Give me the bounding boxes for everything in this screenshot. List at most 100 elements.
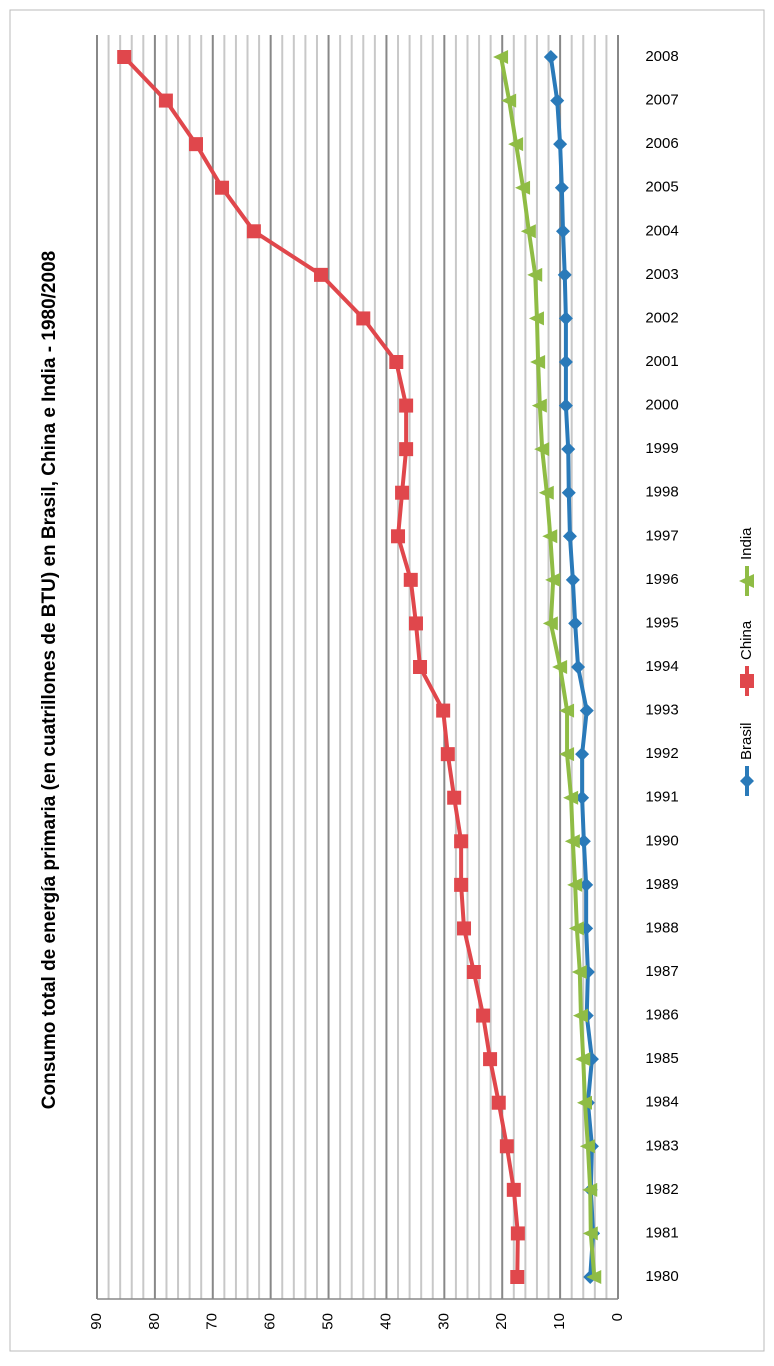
marker (579, 1139, 595, 1154)
marker (568, 921, 584, 936)
legend-label: India (738, 527, 755, 560)
marker (530, 355, 546, 369)
x-tick-label: 1982 (645, 1181, 678, 1198)
x-tick-label: 2004 (645, 222, 678, 239)
marker (554, 180, 569, 195)
x-tick-label: 2005 (645, 179, 678, 196)
y-tick-label: 50 (320, 1313, 337, 1330)
x-tick-label: 2001 (645, 353, 678, 370)
marker (391, 529, 406, 544)
x-tick-label: 1985 (645, 1050, 678, 1067)
x-tick-label: 1994 (645, 658, 678, 675)
marker (515, 180, 531, 195)
marker (491, 1095, 506, 1110)
legend-label: Brasil (738, 722, 755, 760)
marker (215, 180, 230, 195)
x-tick-label: 1986 (645, 1007, 678, 1024)
x-tick-label: 1997 (645, 527, 678, 544)
marker (575, 747, 590, 762)
x-tick-label: 1998 (645, 484, 678, 501)
marker (447, 790, 462, 805)
marker (534, 442, 550, 457)
x-tick-label: 1999 (645, 440, 678, 457)
x-tick-label: 1988 (645, 919, 678, 936)
marker (739, 574, 754, 588)
marker (586, 1270, 602, 1284)
marker (543, 50, 558, 64)
marker (571, 965, 587, 979)
marker (188, 137, 203, 152)
marker (575, 1052, 591, 1067)
marker (552, 660, 568, 674)
marker (579, 703, 594, 718)
x-tick-label: 2000 (645, 397, 678, 414)
marker (567, 877, 583, 892)
marker (576, 834, 591, 849)
marker (466, 965, 481, 979)
marker (158, 93, 173, 108)
marker (558, 311, 573, 326)
x-tick-label: 2007 (645, 92, 678, 109)
marker (314, 267, 329, 282)
marker (246, 224, 261, 239)
x-tick-label: 1991 (645, 789, 678, 806)
marker (476, 1008, 491, 1023)
x-tick-label: 1995 (645, 614, 678, 631)
y-tick-label: 40 (377, 1313, 394, 1330)
marker (531, 398, 547, 413)
marker (575, 790, 590, 805)
marker (565, 572, 580, 587)
x-tick-label: 1990 (645, 832, 678, 849)
rotated-plot: Consumo total de energía primaria (en cu… (39, 35, 755, 1330)
marker (510, 1226, 525, 1241)
x-tick-label: 2006 (645, 135, 678, 152)
y-tick-label: 60 (262, 1313, 279, 1330)
marker (454, 834, 469, 849)
marker (561, 485, 576, 500)
y-tick-label: 0 (609, 1313, 626, 1321)
x-tick-label: 2008 (645, 48, 678, 65)
marker (454, 877, 469, 892)
x-tick-label: 2002 (645, 309, 678, 326)
marker (457, 921, 472, 936)
x-tick-label: 1980 (645, 1268, 678, 1285)
marker (440, 747, 455, 762)
marker (561, 442, 576, 457)
legend-label: China (738, 620, 755, 660)
marker (563, 790, 579, 805)
marker (558, 355, 573, 369)
marker (528, 311, 544, 326)
y-tick-label: 70 (204, 1313, 221, 1330)
marker (542, 529, 558, 544)
marker (408, 616, 423, 631)
marker (501, 93, 517, 108)
marker (506, 1182, 521, 1197)
marker (117, 50, 132, 64)
marker (582, 1226, 598, 1241)
chart-title: Consumo total de energía primaria (en cu… (39, 251, 60, 1109)
marker (399, 398, 414, 413)
marker (403, 572, 418, 587)
marker (399, 442, 414, 457)
marker (559, 747, 575, 762)
x-tick-label: 1992 (645, 745, 678, 762)
x-tick-label: 1983 (645, 1137, 678, 1154)
y-tick-label: 20 (493, 1313, 510, 1330)
x-tick-label: 1989 (645, 876, 678, 893)
marker (568, 616, 583, 631)
marker (483, 1052, 498, 1067)
x-tick-label: 1993 (645, 702, 678, 719)
marker (545, 572, 561, 587)
marker (520, 224, 536, 239)
marker (740, 674, 754, 688)
x-tick-label: 1996 (645, 571, 678, 588)
marker (562, 529, 577, 544)
marker (740, 774, 754, 788)
marker (550, 93, 565, 108)
y-tick-label: 80 (146, 1313, 163, 1330)
marker (389, 355, 404, 369)
marker (510, 1270, 525, 1284)
marker (571, 660, 586, 674)
marker (582, 1182, 598, 1197)
